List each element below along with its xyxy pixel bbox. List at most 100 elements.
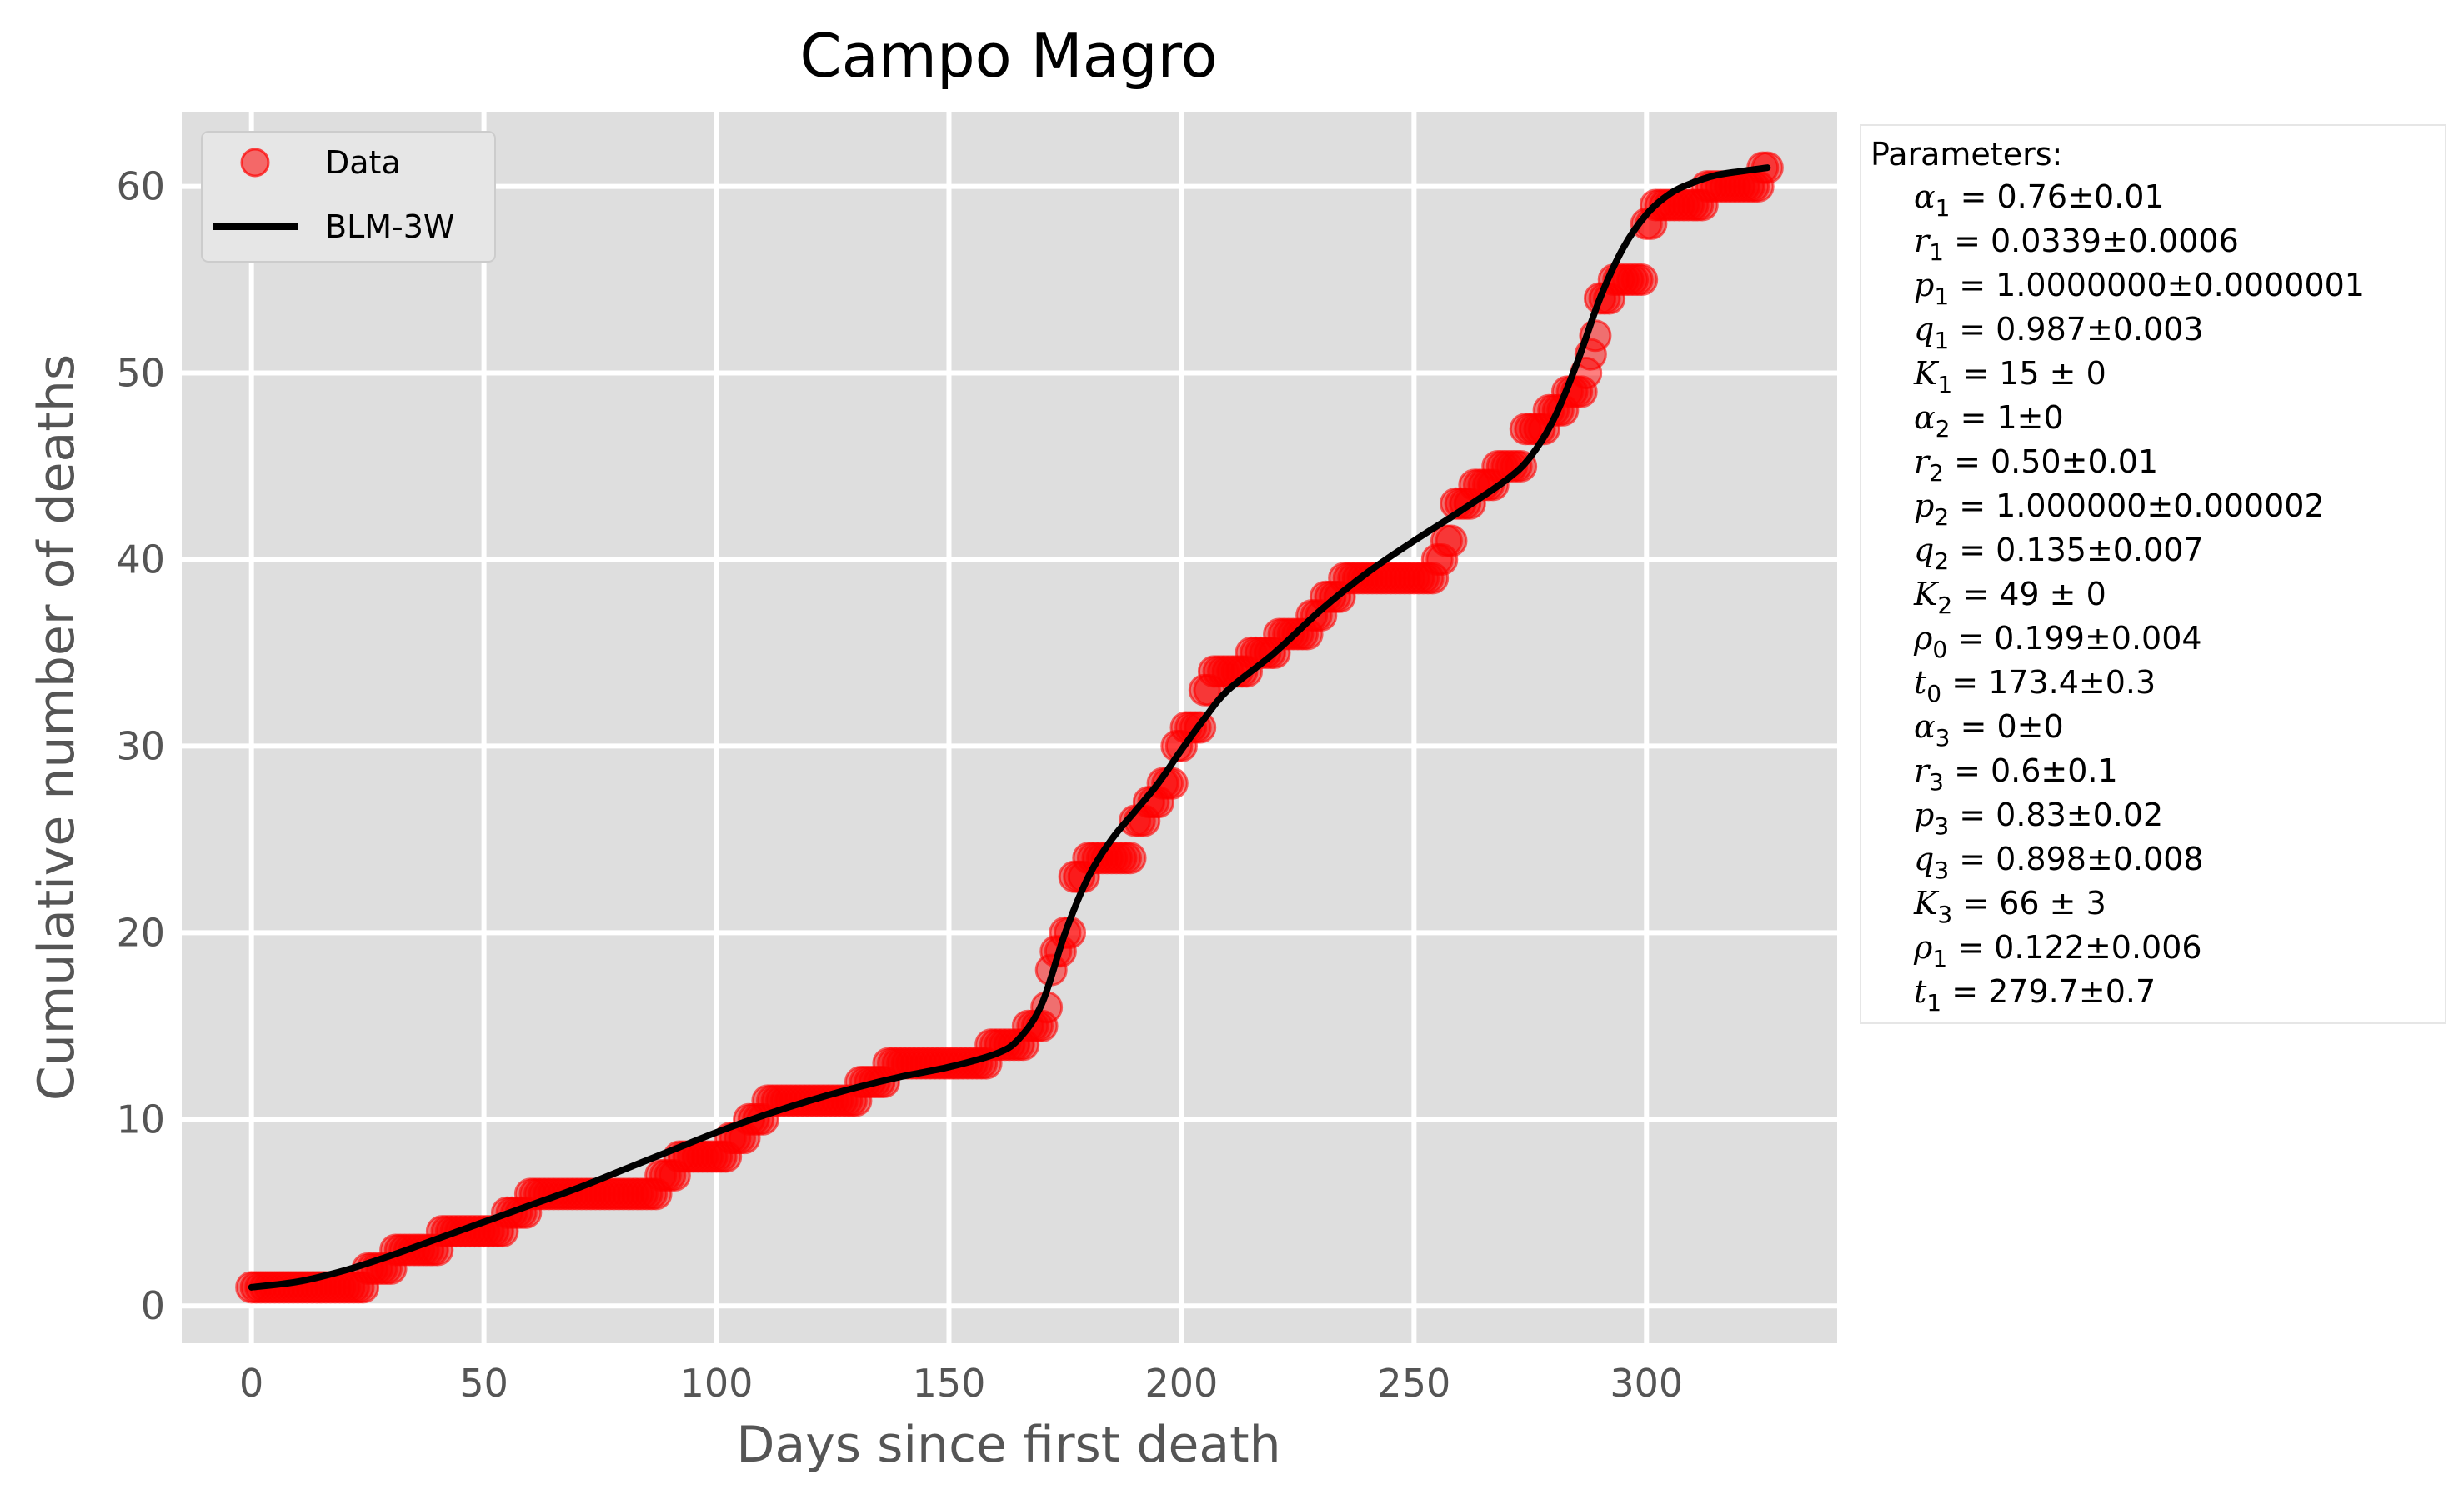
y-tick-label: 0 [141,1283,165,1328]
parameter-symbol: q [1914,841,1934,878]
parameter-subscript: 3 [1936,724,1951,752]
parameter-value: = 0.898±0.008 [1949,841,2203,878]
parameter-value: = 0.83±0.02 [1949,797,2163,833]
x-tick-label: 150 [913,1361,986,1406]
parameter-value: = 0.135±0.007 [1949,532,2203,568]
parameter-subscript: 1 [1932,945,1947,972]
parameter-subscript: 2 [1937,592,1952,619]
x-tick-labels: 0 50 100 150 200 250 300 [239,1361,1683,1406]
parameter-symbol: K [1913,885,1940,922]
legend-data-marker [240,148,270,178]
parameter-subscript: 1 [1937,371,1952,398]
parameter-line: α3 = 0±0 [1914,708,2064,752]
y-tick-label: 10 [116,1097,165,1142]
y-tick-label: 60 [116,164,165,209]
y-tick-label: 30 [116,723,165,768]
parameter-symbol: q [1914,311,1934,348]
fit-line-blm-3w [248,164,1771,1291]
parameter-line: ρ1 = 0.122±0.006 [1913,929,2202,972]
parameter-value: = 0±0 [1951,708,2064,745]
parameter-subscript: 0 [1932,636,1947,663]
parameter-subscript: 1 [1929,238,1944,266]
parameter-symbol: q [1914,532,1934,568]
parameter-subscript: 3 [1934,812,1949,840]
y-tick-labels: 0 10 20 30 40 50 60 [116,164,165,1329]
parameter-value: = 49 ± 0 [1952,576,2106,612]
parameter-line: p2 = 1.000000±0.000002 [1914,488,2325,531]
parameter-symbol: α [1914,178,1936,215]
parameter-symbol: K [1913,576,1940,612]
parameter-subscript: 1 [1936,194,1951,222]
x-tick-label: 300 [1610,1361,1683,1406]
parameter-value: = 0.0339±0.0006 [1944,222,2239,259]
y-tick-label: 50 [116,351,165,396]
legend-data-label: Data [325,144,401,181]
parameters-title: Parameters: [1871,136,2062,172]
parameter-line: K3 = 66 ± 3 [1913,885,2106,928]
parameter-subscript: 2 [1929,459,1944,487]
parameter-value: = 279.7±0.7 [1941,973,2156,1010]
parameter-line: r2 = 0.50±0.01 [1914,443,2158,487]
parameter-line: r1 = 0.0339±0.0006 [1914,222,2239,266]
parameter-symbol: p [1914,488,1934,524]
parameter-symbol: p [1914,797,1934,833]
parameter-subscript: 2 [1934,548,1949,575]
y-gridlines [182,183,1837,1309]
parameter-line: K2 = 49 ± 0 [1913,576,2106,619]
parameter-value: = 0.6±0.1 [1944,752,2118,789]
parameter-subscript: 2 [1936,415,1951,442]
parameter-symbol: t [1914,973,1927,1010]
parameter-value: = 0.50±0.01 [1944,443,2158,480]
data-point [1625,263,1659,297]
parameter-line: p1 = 1.0000000±0.0000001 [1914,267,2365,310]
legend: Data BLM-3W [201,131,496,262]
y-tick-label: 20 [116,910,165,955]
chart-title: Campo Magro [799,21,1217,91]
parameter-symbol: K [1913,355,1940,392]
parameter-value: = 173.4±0.3 [1941,664,2156,701]
parameter-symbol: α [1914,708,1936,745]
parameter-line: α2 = 1±0 [1914,399,2064,442]
parameter-value: = 15 ± 0 [1952,355,2106,392]
parameters-frame [1860,124,2446,1024]
parameter-value: = 0.199±0.004 [1947,620,2201,657]
y-tick-label: 40 [116,537,165,582]
parameter-symbol: ρ [1913,620,1933,657]
legend-fit-label: BLM-3W [325,208,455,245]
parameter-subscript: 2 [1934,503,1949,531]
parameter-symbol: ρ [1913,929,1933,966]
parameter-line: q1 = 0.987±0.003 [1914,311,2204,354]
parameter-subscript: 1 [1934,282,1949,310]
parameter-symbol: r [1914,222,1931,259]
parameter-subscript: 0 [1926,680,1941,708]
parameter-line: r3 = 0.6±0.1 [1914,752,2118,796]
parameter-value: = 66 ± 3 [1952,885,2106,922]
parameter-line: ρ0 = 0.199±0.004 [1913,620,2202,663]
parameter-value: = 0.987±0.003 [1949,311,2203,348]
parameter-symbol: α [1914,399,1936,436]
parameter-line: q2 = 0.135±0.007 [1914,532,2204,575]
x-tick-label: 200 [1145,1361,1219,1406]
parameter-line: q3 = 0.898±0.008 [1914,841,2204,884]
parameter-line: p3 = 0.83±0.02 [1914,797,2163,840]
x-tick-label: 0 [239,1361,263,1406]
plot-area [182,112,1837,1343]
parameter-line: α1 = 0.76±0.01 [1914,178,2165,222]
parameter-line: t1 = 279.7±0.7 [1914,973,2156,1017]
parameter-line: t0 = 173.4±0.3 [1914,664,2156,708]
parameter-subscript: 1 [1926,989,1941,1017]
x-tick-label: 100 [680,1361,754,1406]
parameter-line: K1 = 15 ± 0 [1913,355,2106,398]
parameter-symbol: r [1914,443,1931,480]
parameter-value: = 1.0000000±0.0000001 [1949,267,2365,303]
x-tick-label: 250 [1377,1361,1450,1406]
parameter-value: = 0.122±0.006 [1947,929,2201,966]
x-tick-label: 50 [459,1361,508,1406]
x-axis-label: Days since first death [736,1416,1280,1474]
data-point [1114,842,1147,875]
parameter-subscript: 3 [1929,768,1944,796]
data-point [1435,524,1468,558]
